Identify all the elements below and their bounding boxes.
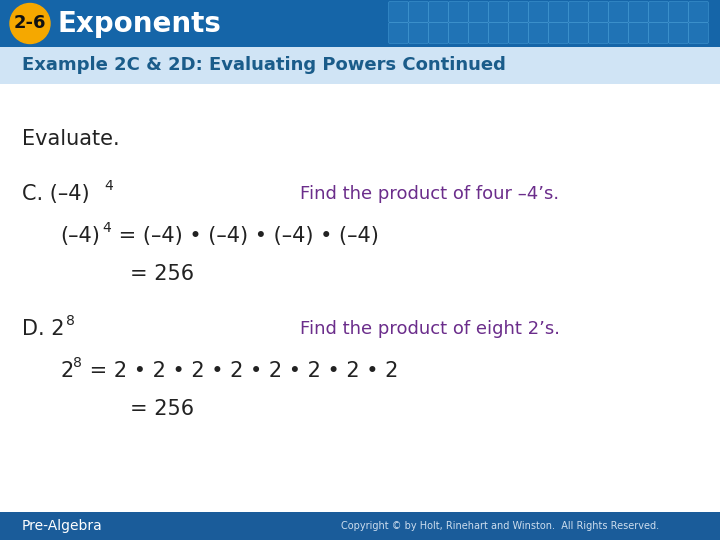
FancyBboxPatch shape xyxy=(649,23,668,44)
FancyBboxPatch shape xyxy=(0,47,720,84)
FancyBboxPatch shape xyxy=(488,23,508,44)
FancyBboxPatch shape xyxy=(629,23,649,44)
FancyBboxPatch shape xyxy=(488,2,508,23)
Text: Find the product of eight 2’s.: Find the product of eight 2’s. xyxy=(300,320,560,338)
FancyBboxPatch shape xyxy=(449,23,469,44)
Text: 8: 8 xyxy=(66,314,75,328)
FancyBboxPatch shape xyxy=(449,2,469,23)
Text: Copyright © by Holt, Rinehart and Winston.  All Rights Reserved.: Copyright © by Holt, Rinehart and Winsto… xyxy=(341,521,659,531)
Text: 8: 8 xyxy=(73,356,82,370)
FancyBboxPatch shape xyxy=(668,2,688,23)
FancyBboxPatch shape xyxy=(469,23,488,44)
Text: Pre-Algebra: Pre-Algebra xyxy=(22,519,103,533)
FancyBboxPatch shape xyxy=(428,2,449,23)
FancyBboxPatch shape xyxy=(0,512,720,540)
Text: Example 2C & 2D: Evaluating Powers Continued: Example 2C & 2D: Evaluating Powers Conti… xyxy=(22,57,506,75)
Text: = 256: = 256 xyxy=(130,399,194,419)
Text: 4: 4 xyxy=(102,221,111,235)
Text: (–4): (–4) xyxy=(60,226,100,246)
FancyBboxPatch shape xyxy=(0,0,720,47)
FancyBboxPatch shape xyxy=(608,2,629,23)
FancyBboxPatch shape xyxy=(528,23,549,44)
FancyBboxPatch shape xyxy=(389,23,408,44)
FancyBboxPatch shape xyxy=(389,2,408,23)
FancyBboxPatch shape xyxy=(528,2,549,23)
FancyBboxPatch shape xyxy=(508,2,528,23)
Circle shape xyxy=(10,3,50,44)
FancyBboxPatch shape xyxy=(629,2,649,23)
Text: Find the product of four –4’s.: Find the product of four –4’s. xyxy=(300,185,559,203)
Text: = (–4) • (–4) • (–4) • (–4): = (–4) • (–4) • (–4) • (–4) xyxy=(112,226,379,246)
Text: D. 2: D. 2 xyxy=(22,319,65,339)
FancyBboxPatch shape xyxy=(688,2,708,23)
FancyBboxPatch shape xyxy=(549,2,569,23)
FancyBboxPatch shape xyxy=(408,2,428,23)
FancyBboxPatch shape xyxy=(569,2,588,23)
FancyBboxPatch shape xyxy=(428,23,449,44)
FancyBboxPatch shape xyxy=(688,23,708,44)
FancyBboxPatch shape xyxy=(668,23,688,44)
FancyBboxPatch shape xyxy=(588,2,608,23)
Text: 4: 4 xyxy=(104,179,113,193)
Text: 2: 2 xyxy=(60,361,73,381)
FancyBboxPatch shape xyxy=(608,23,629,44)
Text: = 256: = 256 xyxy=(130,264,194,284)
Text: Exponents: Exponents xyxy=(58,10,222,37)
FancyBboxPatch shape xyxy=(469,2,488,23)
FancyBboxPatch shape xyxy=(649,2,668,23)
Text: = 2 • 2 • 2 • 2 • 2 • 2 • 2 • 2: = 2 • 2 • 2 • 2 • 2 • 2 • 2 • 2 xyxy=(83,361,398,381)
Text: 2-6: 2-6 xyxy=(14,15,46,32)
FancyBboxPatch shape xyxy=(408,23,428,44)
Text: Evaluate.: Evaluate. xyxy=(22,129,120,149)
Text: C. (–4): C. (–4) xyxy=(22,184,89,204)
FancyBboxPatch shape xyxy=(508,23,528,44)
FancyBboxPatch shape xyxy=(549,23,569,44)
FancyBboxPatch shape xyxy=(588,23,608,44)
FancyBboxPatch shape xyxy=(569,23,588,44)
